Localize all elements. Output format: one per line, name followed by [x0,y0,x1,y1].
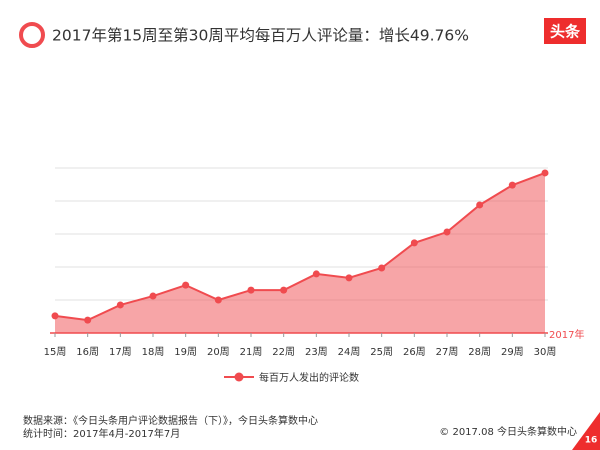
x-tick-label: 17周 [109,346,132,358]
point [116,301,124,309]
legend-marker [234,372,244,382]
title-icon [19,22,45,48]
line [54,172,546,322]
copyright: © 2017.08 今日头条算数中心 [439,425,577,438]
x-tick-label: 16周 [76,346,99,358]
point [182,281,190,289]
x-tick-label: 30周 [534,346,557,358]
logo-box [544,18,586,44]
point [51,312,59,320]
x-tick-label: 25周 [370,346,393,358]
point [508,181,516,189]
area [55,172,545,333]
point [476,201,484,209]
baseline-label: 2017年 [549,328,584,341]
period: 统计时间：2017年4月-2017年7月 [23,427,180,440]
point [84,316,92,324]
point [443,228,451,236]
legend-label: 每百万人发出的评论数 [259,371,359,384]
point [247,286,255,294]
x-tick-label: 15周 [44,346,67,358]
page-corner [572,412,600,450]
point [378,264,386,272]
x-tick-label: 21周 [240,346,263,358]
x-tick-label: 22周 [272,346,295,358]
point [280,286,288,294]
logo: 头条 [550,23,581,41]
x-tick-label: 23周 [305,346,328,358]
x-tick-label: 28周 [468,346,491,358]
point [410,239,418,247]
point [541,169,549,177]
point [214,296,222,304]
x-tick-label: 19周 [174,346,197,358]
point [149,292,157,300]
point [345,274,353,282]
x-tick-label: 27周 [436,346,459,358]
source: 数据来源：《今日头条用户评论数据报告（下）》，今日头条算数中心 [23,414,318,427]
x-tick-label: 29周 [501,346,524,358]
point [312,270,320,278]
x-tick-label: 24周 [338,346,361,358]
x-tick-label: 26周 [403,346,426,358]
page-number: 16 [585,436,598,446]
x-tick-label: 18周 [142,346,165,358]
title: 2017年第15周至第30周平均每百万人评论量：增长49.76% [52,27,469,45]
x-tick-label: 20周 [207,346,230,358]
